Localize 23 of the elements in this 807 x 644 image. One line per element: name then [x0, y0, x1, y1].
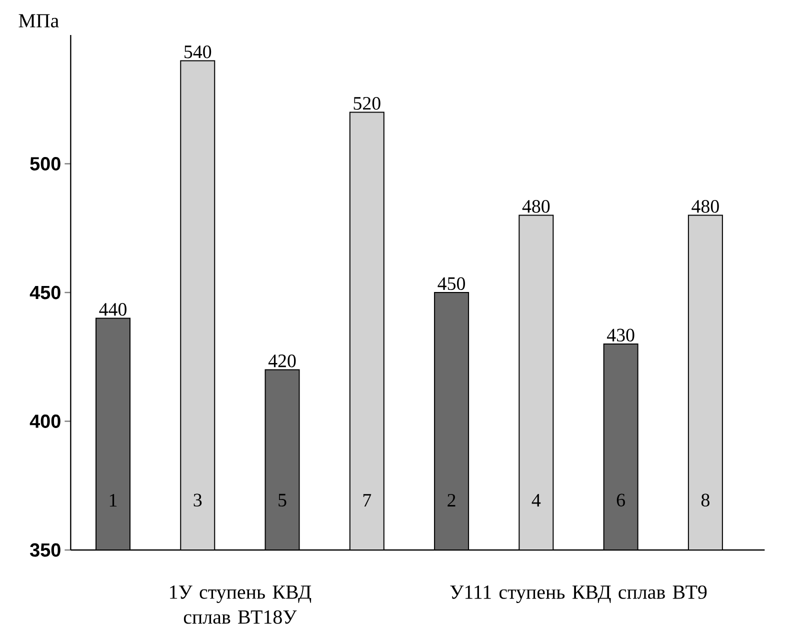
data-label: 440 — [99, 302, 126, 316]
x-tick-label: 2 — [448, 494, 456, 506]
data-label: 540 — [184, 45, 212, 58]
x-tick-label: 3 — [194, 494, 202, 506]
x-tick-label: 1 — [110, 494, 117, 506]
x-tick-label: 5 — [278, 494, 286, 506]
data-label: 430 — [606, 328, 634, 342]
y-tick-label: 450 — [30, 286, 60, 300]
y-tick-label: 350 — [30, 543, 60, 557]
data-label: 480 — [522, 200, 550, 213]
x-tick-label: 8 — [701, 494, 710, 506]
text: У111 ступень КВД сплав ВТ9 — [450, 586, 707, 604]
data-label: 420 — [268, 354, 296, 368]
x-tick-label: 4 — [532, 494, 541, 506]
data-label: 480 — [692, 200, 719, 213]
y-axis-title: МПа — [18, 14, 59, 28]
y-tick-label: 400 — [30, 414, 60, 428]
x-tick-label: 7 — [363, 494, 372, 506]
x-tick-label: 6 — [616, 494, 625, 506]
text: 1У ступень КВД сплав ВТ18У — [170, 586, 312, 624]
data-label: 450 — [438, 277, 465, 290]
y-tick-label: 500 — [30, 157, 60, 170]
data-label: 520 — [354, 96, 380, 110]
